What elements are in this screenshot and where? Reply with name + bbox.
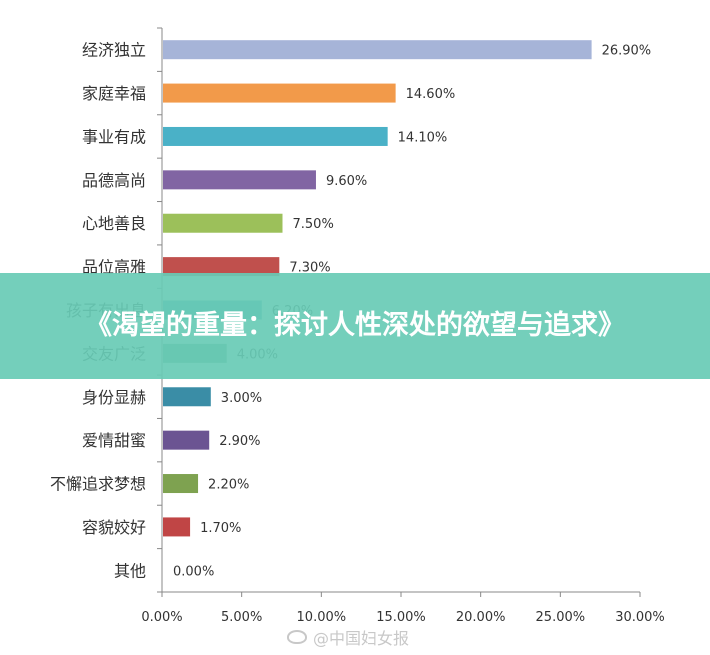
value-label: 14.60% bbox=[406, 87, 456, 102]
bar bbox=[163, 170, 316, 190]
banner-title: 《渴望的重量：探讨人性深处的欲望与追求》 bbox=[85, 310, 625, 341]
bar bbox=[163, 474, 199, 494]
category-label: 品德高尚 bbox=[82, 171, 146, 190]
category-label: 爱情甜蜜 bbox=[82, 431, 146, 450]
category-label: 事业有成 bbox=[82, 127, 146, 146]
bar bbox=[163, 213, 283, 233]
x-tick-label: 30.00% bbox=[615, 610, 665, 625]
value-label: 1.70% bbox=[200, 521, 241, 536]
value-label: 14.10% bbox=[398, 130, 448, 145]
x-tick-label: 5.00% bbox=[221, 610, 262, 625]
watermark-text: @中国妇女报 bbox=[313, 629, 410, 648]
x-tick-label: 0.00% bbox=[141, 610, 182, 625]
value-label: 2.90% bbox=[219, 434, 260, 449]
title-banner: 《渴望的重量：探讨人性深处的欲望与追求》 bbox=[0, 273, 710, 379]
category-label: 容貌姣好 bbox=[82, 518, 146, 537]
category-label: 其他 bbox=[114, 561, 146, 580]
bar bbox=[163, 387, 211, 407]
bar bbox=[163, 126, 388, 146]
value-label: 9.60% bbox=[326, 174, 367, 189]
value-label: 7.50% bbox=[293, 217, 334, 232]
category-label: 经济独立 bbox=[82, 41, 146, 60]
x-tick-label: 25.00% bbox=[536, 610, 586, 625]
x-tick-label: 15.00% bbox=[376, 610, 426, 625]
value-label: 7.30% bbox=[289, 261, 330, 276]
bar bbox=[163, 40, 592, 60]
weibo-icon bbox=[287, 630, 307, 644]
category-label: 家庭幸福 bbox=[82, 84, 146, 103]
watermark: @中国妇女报 bbox=[287, 625, 409, 649]
x-tick-label: 10.00% bbox=[297, 610, 347, 625]
value-label: 2.20% bbox=[208, 478, 249, 493]
category-label: 心地善良 bbox=[82, 214, 146, 233]
category-label: 品位高雅 bbox=[82, 258, 146, 277]
x-tick-label: 20.00% bbox=[456, 610, 506, 625]
value-label: 26.90% bbox=[602, 44, 652, 59]
bar bbox=[163, 83, 396, 103]
category-label: 不懈追求梦想 bbox=[50, 475, 146, 494]
category-label: 身份显赫 bbox=[82, 388, 146, 407]
value-label: 3.00% bbox=[221, 391, 262, 406]
value-label: 0.00% bbox=[173, 564, 214, 579]
bar bbox=[163, 430, 210, 450]
bar bbox=[163, 517, 191, 537]
bar bbox=[163, 257, 280, 277]
